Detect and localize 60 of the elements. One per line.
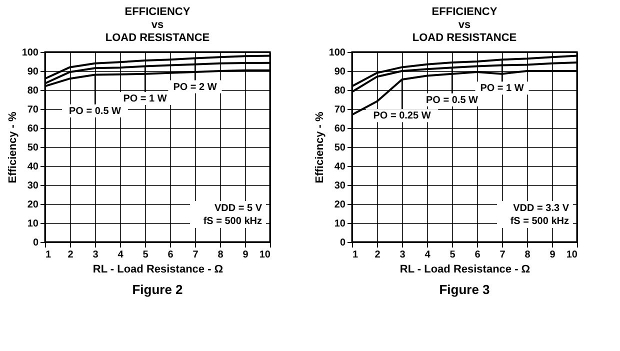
series-label: PO = 0.25 W	[373, 110, 432, 122]
y-tick-label: 80	[334, 86, 346, 96]
x-tick-label: 1	[352, 250, 358, 260]
text: PO = 0.5 W	[69, 106, 122, 117]
y-axis-title: Efficiency - %	[314, 112, 326, 184]
text: PO = 2 W	[173, 82, 218, 93]
x-tick-label: 2	[374, 250, 381, 260]
y-tick-label: 100	[328, 48, 346, 58]
chart-title: EFFICIENCY vs LOAD RESISTANCE	[412, 6, 517, 44]
x-tick-label: 3	[400, 250, 406, 260]
y-tick-label: 100	[22, 48, 39, 58]
annotation: VDD = 5 V	[214, 203, 262, 214]
y-tick-label: 70	[27, 104, 39, 116]
caption: Figure 2	[132, 282, 183, 297]
x-tick-label: 6	[168, 250, 174, 260]
x-tick-label: 10	[259, 250, 271, 260]
x-tick-label: 4	[424, 250, 431, 260]
annotation: fS = 500 kHz	[203, 216, 262, 227]
y-tick-label: 30	[27, 180, 39, 192]
x-tick-label: 10	[566, 250, 578, 260]
y-tick-label: 60	[334, 124, 346, 134]
x-tick-label: 5	[142, 250, 149, 260]
x-tick-label: 8	[218, 250, 224, 260]
y-tick-label: 40	[27, 162, 39, 172]
y-tick-label: 30	[334, 180, 346, 192]
annotation: VDD = 3.3 V	[513, 203, 570, 214]
chart-title: EFFICIENCY vs LOAD RESISTANCE	[105, 6, 210, 44]
text: PO = 0.5 W	[426, 94, 479, 106]
y-tick-label: 0	[32, 238, 39, 248]
y-tick-label: 40	[334, 162, 346, 172]
y-tick-label: 80	[27, 86, 39, 96]
x-tick-label: 7	[192, 250, 199, 260]
x-axis-title: RL - Load Resistance - Ω	[92, 264, 224, 276]
caption: Figure 3	[439, 282, 490, 297]
y-tick-label: 10	[27, 218, 39, 230]
y-tick-label: 20	[334, 200, 346, 210]
y-tick-label: 50	[334, 142, 346, 154]
x-tick-label: 5	[450, 250, 456, 260]
x-tick-label: 9	[242, 250, 249, 260]
y-tick-label: 90	[27, 66, 39, 78]
annotation: fS = 500 kHz	[510, 216, 569, 227]
y-axis-title: Efficiency - %	[6, 112, 19, 184]
y-tick-label: 70	[334, 104, 346, 116]
text: PO = 1 W	[123, 94, 168, 105]
x-tick-label: 7	[500, 250, 506, 260]
x-tick-label: 4	[118, 250, 124, 260]
y-tick-label: 60	[27, 124, 39, 134]
y-tick-label: 0	[340, 238, 346, 248]
y-tick-label: 50	[27, 142, 39, 154]
x-tick-label: 3	[92, 250, 99, 260]
x-tick-label: 8	[524, 250, 531, 260]
x-tick-label: 6	[474, 250, 481, 260]
x-tick-label: 1	[46, 250, 52, 260]
y-tick-label: 10	[334, 218, 346, 230]
x-tick-label: 2	[68, 250, 74, 260]
y-tick-label: 90	[334, 66, 346, 78]
y-tick-label: 20	[27, 200, 39, 210]
x-axis-title: RL - Load Resistance - Ω	[400, 264, 530, 276]
x-tick-label: 9	[550, 250, 556, 260]
text: PO = 1 W	[480, 83, 524, 94]
